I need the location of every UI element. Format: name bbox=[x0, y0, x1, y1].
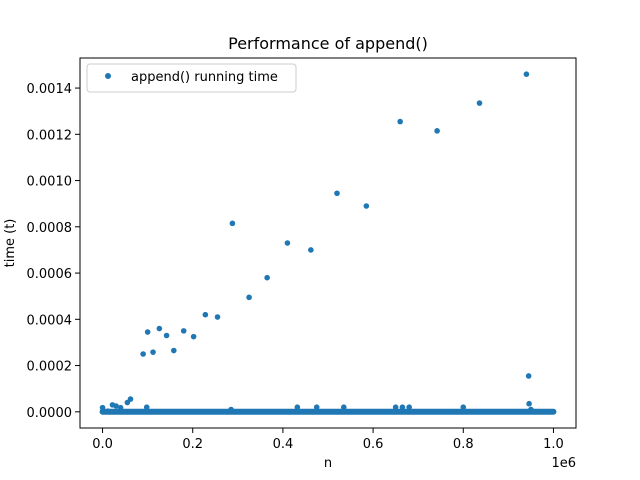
data-point bbox=[150, 349, 156, 355]
data-point bbox=[214, 314, 221, 320]
data-point bbox=[163, 332, 170, 339]
data-point bbox=[246, 294, 252, 301]
axes-frame bbox=[79, 57, 577, 429]
x-tick-label: 0.8 bbox=[453, 437, 474, 452]
data-point bbox=[397, 118, 403, 125]
x-axis-label: n bbox=[324, 456, 332, 471]
data-point bbox=[525, 373, 532, 379]
chart-title: Performance of append() bbox=[228, 34, 428, 53]
data-point bbox=[334, 190, 340, 197]
data-point bbox=[523, 71, 530, 77]
data-point bbox=[434, 128, 440, 134]
y-tick-label: 0.0004 bbox=[27, 313, 73, 328]
data-point bbox=[140, 351, 146, 357]
x-tick-label: 0.4 bbox=[273, 437, 294, 452]
data-point bbox=[113, 403, 119, 409]
data-point bbox=[406, 404, 412, 410]
data-point bbox=[127, 396, 134, 402]
data-point bbox=[476, 100, 483, 106]
data-point bbox=[190, 333, 197, 340]
data-point bbox=[99, 404, 106, 411]
y-axis: 0.0000 0.0002 0.0004 0.0006 0.0008 0.0010 0.00… bbox=[27, 82, 80, 421]
y-tick-label: 0.0014 bbox=[27, 82, 73, 97]
x-tick-label: 0.2 bbox=[182, 437, 203, 452]
legend-box bbox=[86, 63, 297, 93]
x-tick-label: 0.0 bbox=[92, 437, 113, 452]
x-tick-label: 0.6 bbox=[363, 437, 384, 452]
data-point bbox=[340, 404, 347, 410]
y-axis-label: time (t) bbox=[3, 219, 18, 268]
data-point bbox=[460, 404, 467, 410]
y-tick-label: 0.0012 bbox=[27, 128, 73, 143]
y-tick-label: 0.0002 bbox=[27, 360, 73, 375]
data-point bbox=[363, 203, 370, 209]
data-point bbox=[105, 408, 111, 414]
x-axis-offset-label: 1e6 bbox=[551, 456, 576, 471]
legend: append() running time bbox=[86, 63, 297, 93]
data-point bbox=[117, 404, 124, 411]
data-point bbox=[284, 240, 291, 246]
data-point bbox=[399, 404, 406, 410]
y-tick-label: 0.0000 bbox=[27, 406, 73, 421]
x-tick-label: 1.0 bbox=[543, 437, 564, 452]
data-point bbox=[264, 274, 270, 281]
legend-entry-label: append() running time bbox=[131, 70, 278, 85]
data-point bbox=[526, 400, 532, 407]
data-point bbox=[156, 325, 163, 332]
data-point bbox=[144, 329, 151, 335]
y-tick-label: 0.0008 bbox=[27, 221, 73, 236]
data-point bbox=[229, 220, 236, 227]
legend-marker bbox=[105, 73, 111, 79]
data-point bbox=[170, 347, 177, 354]
y-tick-label: 0.0010 bbox=[27, 175, 73, 190]
data-point bbox=[392, 404, 399, 410]
data-point bbox=[180, 328, 187, 334]
data-point bbox=[202, 311, 209, 318]
plot-area bbox=[99, 71, 557, 415]
data-point bbox=[313, 404, 320, 410]
data-point bbox=[294, 404, 301, 410]
y-tick-label: 0.0006 bbox=[27, 267, 73, 282]
data-point bbox=[308, 247, 314, 253]
data-point bbox=[228, 406, 234, 413]
data-point bbox=[528, 406, 534, 413]
data-point bbox=[143, 404, 150, 410]
x-axis: 0.0 0.2 0.4 0.6 0.8 1.0 bbox=[92, 428, 564, 452]
